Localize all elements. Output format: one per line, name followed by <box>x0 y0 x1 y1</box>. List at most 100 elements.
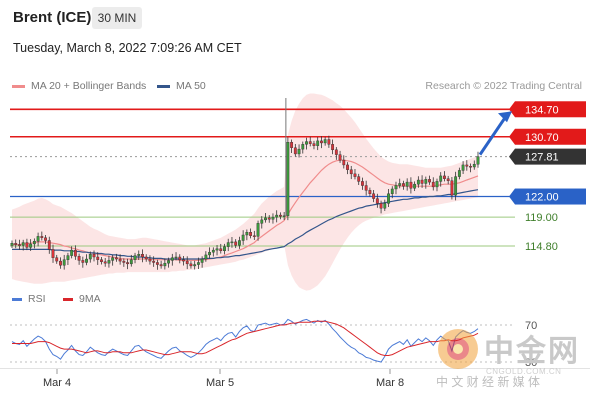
candle-body <box>331 144 335 151</box>
price-tag-119.00: 119.00 <box>525 212 558 224</box>
candle-body <box>379 203 383 209</box>
price-tag-bg-127.81 <box>515 148 586 165</box>
price-tag-pointer-122.00 <box>509 188 515 205</box>
candle-body <box>59 260 62 266</box>
watermark-logo <box>438 329 478 369</box>
candle-body <box>230 241 234 244</box>
candle-body <box>476 156 480 165</box>
candle-body <box>174 256 178 259</box>
price-tag-bg-122.00 <box>515 188 586 205</box>
candle-body <box>219 248 223 252</box>
candle-body <box>465 164 469 167</box>
candle-body <box>383 203 387 209</box>
candle-body <box>394 185 398 190</box>
candle-body <box>267 217 271 220</box>
bollinger-band <box>12 93 478 291</box>
candle-body <box>353 173 357 177</box>
candle-body <box>70 249 74 256</box>
candle-body <box>282 215 286 217</box>
candle-body <box>390 188 394 194</box>
ma9-swatch <box>63 297 73 301</box>
candle-body <box>249 232 253 236</box>
price-tag-122.00: 122.00 <box>525 192 559 204</box>
candle-body <box>301 144 305 150</box>
candle-body <box>73 249 77 257</box>
candle-body <box>469 166 472 168</box>
candle-body <box>279 214 282 217</box>
candle-body <box>10 243 14 246</box>
candle-body <box>44 237 47 241</box>
ma50-line <box>12 189 479 260</box>
candle-body <box>133 255 137 260</box>
rsi-swatch <box>12 297 22 301</box>
rsi-label: RSI <box>28 293 46 305</box>
x-tick-mar-5: Mar 5 <box>206 377 234 389</box>
candle-body <box>208 251 211 256</box>
candle-body <box>182 259 185 262</box>
rsi-line <box>11 318 479 363</box>
candle-body <box>107 260 111 264</box>
candle-body <box>361 181 364 186</box>
candle-body <box>305 141 308 145</box>
candle-body <box>413 183 417 189</box>
candle-body <box>275 214 279 218</box>
candle-body <box>260 219 264 224</box>
candle-body <box>21 242 25 246</box>
candle-body <box>323 139 327 144</box>
candle-body <box>178 256 182 260</box>
candle-body <box>320 140 323 144</box>
watermark-text: 中金网 <box>484 334 580 368</box>
candle-body <box>96 256 100 260</box>
candle-body <box>409 181 413 189</box>
candle-body <box>286 142 290 216</box>
candle-body <box>312 143 316 146</box>
projection-arrow-head <box>498 111 512 123</box>
candle-body <box>424 179 428 184</box>
candle-body <box>81 260 85 263</box>
candle-body <box>439 175 443 182</box>
candle-body <box>443 175 446 179</box>
candle-body <box>189 263 193 267</box>
projection-arrow-shaft <box>478 115 508 156</box>
rsi-9ma-line <box>12 320 479 356</box>
candle-body <box>170 257 174 261</box>
candle-body <box>454 176 458 196</box>
candle-body <box>237 240 241 246</box>
candle-body <box>204 254 208 260</box>
price-tag-bg-134.70 <box>515 101 586 118</box>
candle-body <box>226 242 230 247</box>
candle-body <box>163 262 167 267</box>
candle-body <box>92 254 96 258</box>
ma20-label: MA 20 + Bollinger Bands <box>31 80 147 92</box>
candle-body <box>211 249 215 253</box>
price-tag-pointer-130.70 <box>509 128 515 145</box>
candle-body <box>100 259 103 262</box>
candle-body <box>111 257 115 261</box>
candle-body <box>152 260 156 263</box>
candle-body <box>118 258 122 262</box>
price-tag-pointer-134.70 <box>509 101 515 118</box>
interval-button[interactable]: 30 MIN <box>92 7 142 29</box>
candle-body <box>435 181 439 188</box>
chart-datetime: Tuesday, March 8, 2022 7:09:26 AM CET <box>13 41 242 55</box>
candle-body <box>62 259 66 266</box>
candle-body <box>126 262 129 265</box>
candle-body <box>316 140 320 146</box>
time-axis-divider <box>0 368 590 369</box>
candle-body <box>346 164 349 170</box>
candle-body <box>271 216 275 220</box>
candle-body <box>450 180 454 196</box>
candle-body <box>85 258 88 263</box>
candle-body <box>357 176 361 182</box>
candle-body <box>334 149 338 155</box>
candle-body <box>387 193 390 204</box>
candle-body <box>264 217 267 221</box>
candle-body <box>159 264 163 267</box>
candle-body <box>25 242 29 248</box>
candle-body <box>77 256 81 261</box>
price-tag-114.80: 114.80 <box>525 241 558 253</box>
rsi-level-label-30: 30 <box>525 357 537 369</box>
candle-body <box>193 264 197 267</box>
rsi-level-label-70: 70 <box>525 320 537 332</box>
chart-header: Brent (ICE) 30 MIN <box>0 0 590 36</box>
